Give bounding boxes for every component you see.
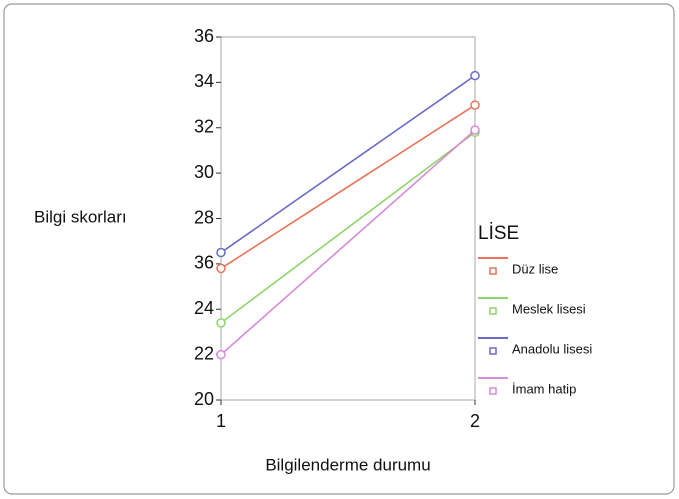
x-axis-label: Bilgilenderme durumu — [265, 455, 430, 474]
series-line — [220, 104, 476, 270]
series-line — [220, 131, 476, 324]
y-tick-label: 34 — [194, 71, 214, 91]
data-point — [470, 125, 480, 135]
frame — [3, 3, 675, 495]
y-tick-label: 36 — [194, 253, 214, 273]
data-point — [216, 318, 226, 328]
y-tick-label: 28 — [194, 207, 214, 227]
series-line — [220, 74, 476, 254]
data-point — [216, 263, 226, 274]
legend-label: Anadolu lisesi — [512, 341, 592, 356]
legend-marker — [489, 347, 497, 355]
x-tick-label: 2 — [470, 411, 480, 431]
legend-label: Düz lise — [512, 261, 558, 276]
legend-marker — [489, 267, 497, 275]
legend-marker — [489, 387, 497, 395]
data-point — [470, 100, 480, 110]
y-axis-label: Bilgi skorları — [34, 207, 127, 226]
data-point — [470, 70, 480, 81]
data-point — [216, 349, 226, 360]
legend-label: İmam hatip — [512, 381, 576, 396]
y-tick-label: 36 — [194, 26, 214, 46]
y-tick-label: 22 — [194, 343, 214, 363]
series-line — [220, 129, 476, 356]
legend-marker — [489, 307, 497, 315]
y-tick-label: 24 — [194, 298, 214, 318]
y-tick-label: 30 — [194, 162, 214, 182]
x-tick-label: 1 — [216, 411, 226, 431]
y-tick-label: 20 — [194, 389, 214, 409]
legend-title: LİSE — [478, 223, 519, 244]
data-point — [216, 247, 226, 258]
legend-label: Meslek lisesi — [512, 301, 586, 316]
y-tick-label: 32 — [194, 117, 214, 137]
plot-area — [220, 36, 476, 401]
